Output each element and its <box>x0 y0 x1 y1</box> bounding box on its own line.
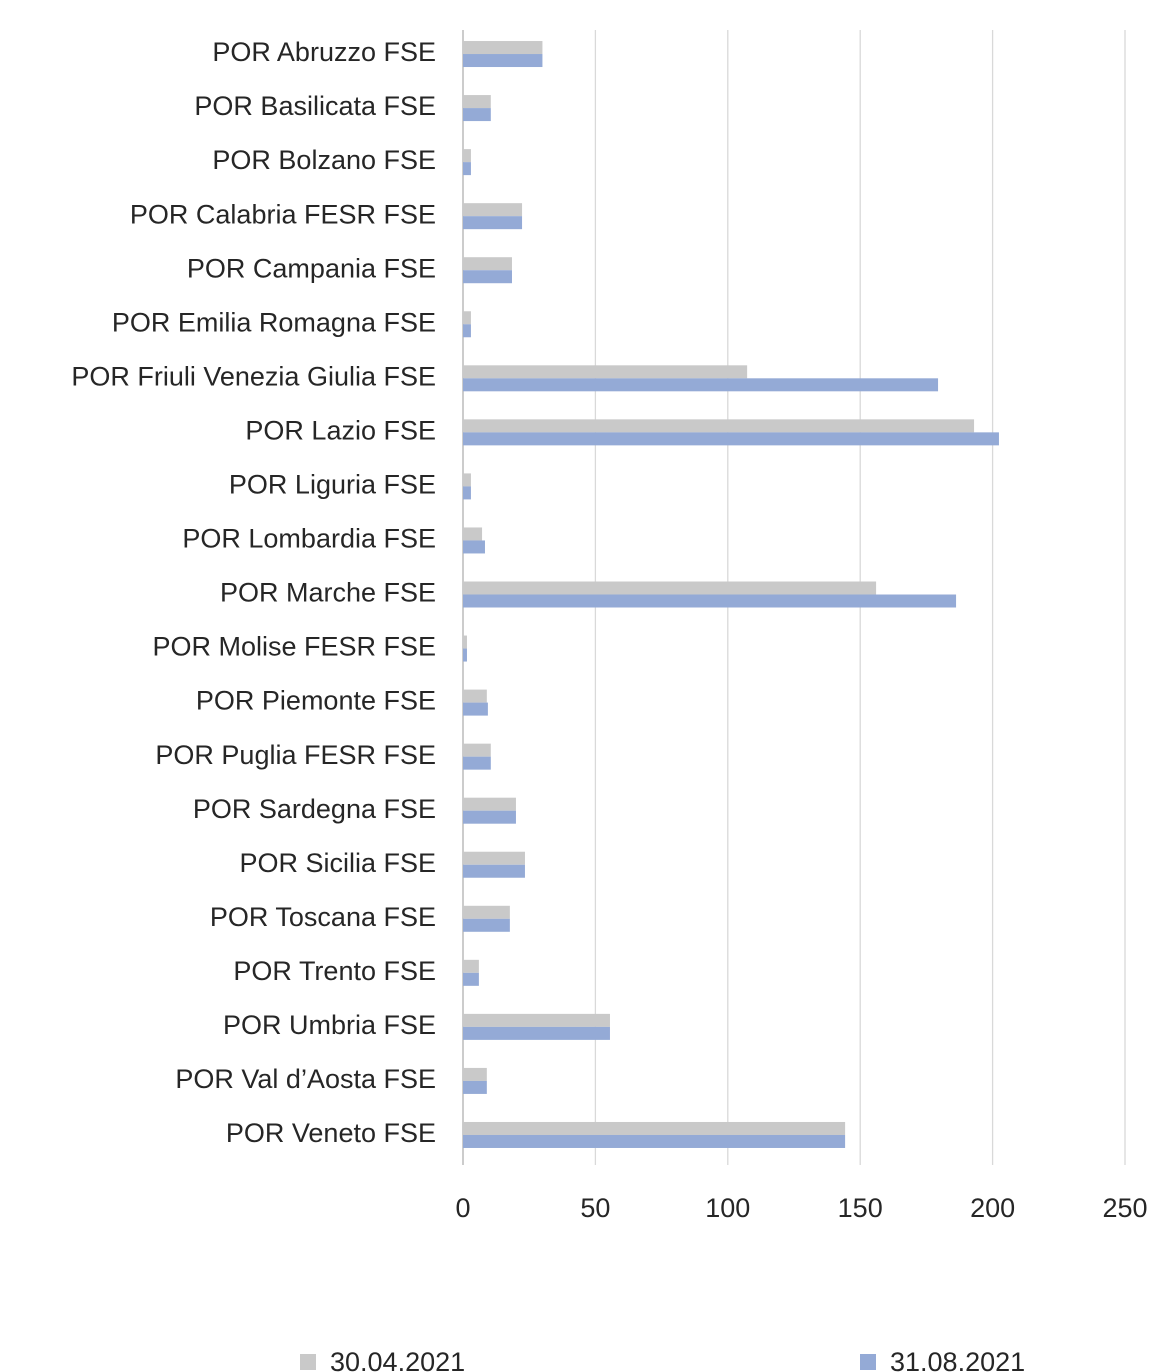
x-tick-label: 0 <box>455 1193 470 1223</box>
y-tick-label: POR Trento FSE <box>233 956 436 986</box>
x-tick-label: 100 <box>705 1193 750 1223</box>
y-tick-label: POR Veneto FSE <box>226 1118 436 1148</box>
bar <box>463 257 512 271</box>
bar <box>463 419 975 433</box>
bar <box>463 311 471 325</box>
bar <box>463 1134 846 1148</box>
bar <box>463 972 479 986</box>
bar <box>463 162 471 176</box>
y-tick-label: POR Piemonte FSE <box>196 686 436 716</box>
bar <box>463 810 516 824</box>
x-tick-label: 50 <box>580 1193 610 1223</box>
legend-swatch <box>860 1354 876 1370</box>
bar <box>463 108 491 122</box>
bar <box>463 473 471 487</box>
bar <box>463 743 491 757</box>
y-tick-label: POR Lazio FSE <box>245 415 436 445</box>
bar <box>463 635 467 649</box>
y-tick-label: POR Bolzano FSE <box>212 145 436 175</box>
bar <box>463 149 471 163</box>
bar <box>463 378 939 392</box>
bar <box>463 365 748 379</box>
bar <box>463 203 523 217</box>
bar <box>463 959 479 973</box>
y-tick-label: POR Basilicata FSE <box>194 91 436 121</box>
bar <box>463 905 510 919</box>
y-tick-label: POR Molise FESR FSE <box>152 632 436 662</box>
bar <box>463 918 510 932</box>
bar <box>463 1121 846 1135</box>
y-tick-label: POR Abruzzo FSE <box>212 37 436 67</box>
bar <box>463 864 525 878</box>
bar <box>463 41 543 55</box>
bar <box>463 324 471 338</box>
bar <box>463 581 877 595</box>
y-tick-label: POR Umbria FSE <box>223 1010 436 1040</box>
bar <box>463 702 488 716</box>
bar <box>463 1067 487 1081</box>
legend-label: 30.04.2021 <box>330 1347 465 1372</box>
y-tick-label: POR Sardegna FSE <box>193 794 436 824</box>
bar <box>463 1080 487 1094</box>
bar <box>463 432 999 446</box>
y-tick-label: POR Calabria FESR FSE <box>130 199 436 229</box>
y-tick-label: POR Campania FSE <box>187 253 436 283</box>
y-tick-label: POR Val d’Aosta FSE <box>175 1064 436 1094</box>
bar <box>463 1026 610 1040</box>
bar <box>463 54 543 68</box>
y-tick-label: POR Liguria FSE <box>229 470 436 500</box>
x-tick-label: 250 <box>1102 1193 1147 1223</box>
y-tick-label: POR Lombardia FSE <box>182 524 436 554</box>
y-tick-label: POR Friuli Venezia Giulia FSE <box>71 361 436 391</box>
bar <box>463 1013 610 1027</box>
bar <box>463 756 491 770</box>
legend-swatch <box>300 1354 316 1370</box>
y-tick-label: POR Sicilia FSE <box>239 848 436 878</box>
x-tick-label: 150 <box>838 1193 883 1223</box>
bar <box>463 486 471 500</box>
bar <box>463 216 523 230</box>
y-tick-label: POR Puglia FESR FSE <box>155 740 436 770</box>
x-tick-label: 200 <box>970 1193 1015 1223</box>
bar <box>463 797 516 811</box>
bar <box>463 95 491 109</box>
bar <box>463 540 485 554</box>
y-tick-label: POR Marche FSE <box>220 578 436 608</box>
y-tick-label: POR Emilia Romagna FSE <box>112 307 436 337</box>
bar <box>463 689 487 703</box>
bar <box>463 594 957 608</box>
bar <box>463 851 525 865</box>
legend-label: 31.08.2021 <box>890 1347 1025 1372</box>
bar <box>463 270 512 284</box>
bar <box>463 527 483 541</box>
y-tick-label: POR Toscana FSE <box>210 902 436 932</box>
bar <box>463 648 467 662</box>
